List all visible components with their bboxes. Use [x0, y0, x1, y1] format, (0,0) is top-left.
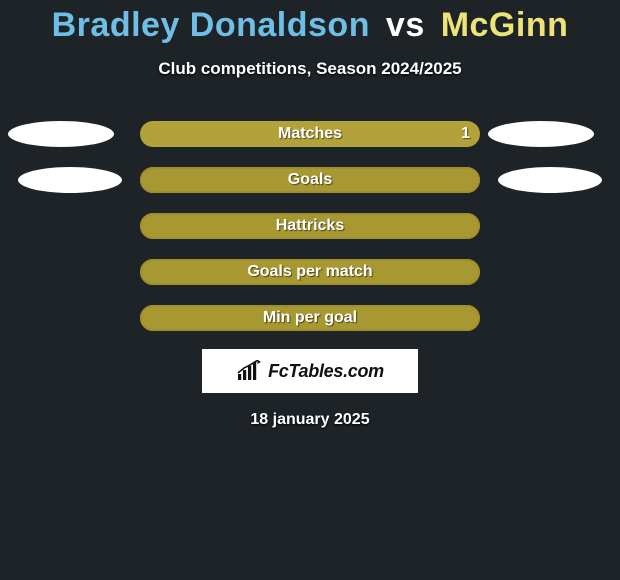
stat-bar: Goals: [140, 167, 480, 193]
page-title: Bradley Donaldson vs McGinn: [0, 0, 620, 45]
logo-text: FcTables.com: [268, 361, 384, 382]
stat-row: Matches1: [0, 121, 620, 147]
player2-name: McGinn: [441, 6, 569, 44]
stat-bar: Min per goal: [140, 305, 480, 331]
stat-rows: Matches1 Goals Hattricks Goals per match Min…: [0, 121, 620, 331]
stat-label: Min per goal: [140, 305, 480, 331]
logo-box: FcTables.com: [202, 349, 418, 393]
right-ellipse: [488, 121, 594, 147]
stat-label: Matches: [140, 121, 480, 147]
subtitle: Club competitions, Season 2024/2025: [0, 59, 620, 79]
stat-bar: Goals per match: [140, 259, 480, 285]
stat-row: Min per goal: [0, 305, 620, 331]
site-logo: FcTables.com: [236, 360, 384, 382]
stat-row: Goals: [0, 167, 620, 193]
comparison-card: Bradley Donaldson vs McGinn Club competi…: [0, 0, 620, 580]
vs-label: vs: [386, 6, 425, 44]
right-ellipse: [498, 167, 602, 193]
player1-name: Bradley Donaldson: [52, 6, 370, 44]
stat-label: Hattricks: [140, 213, 480, 239]
left-ellipse: [8, 121, 114, 147]
stat-bar: Hattricks: [140, 213, 480, 239]
stat-right-value: 1: [461, 121, 470, 147]
stat-row: Goals per match: [0, 259, 620, 285]
stat-label: Goals: [140, 167, 480, 193]
stat-label: Goals per match: [140, 259, 480, 285]
snapshot-date: 18 january 2025: [0, 411, 620, 429]
stat-bar: Matches1: [140, 121, 480, 147]
logo-chart-icon: [236, 360, 262, 382]
stat-row: Hattricks: [0, 213, 620, 239]
left-ellipse: [18, 167, 122, 193]
